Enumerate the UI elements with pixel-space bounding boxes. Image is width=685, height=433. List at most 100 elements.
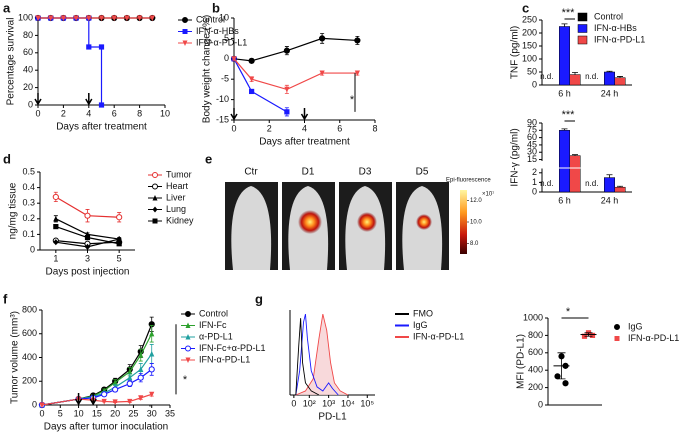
bar — [559, 26, 570, 86]
y-axis-label: Percentage survival — [6, 18, 17, 106]
bar — [604, 71, 615, 86]
arrow — [300, 108, 309, 121]
x-tick-label: 24 h — [601, 195, 619, 205]
x-axis-label: Days after tumor inoculation — [44, 422, 169, 433]
marker — [124, 15, 130, 22]
arrow — [85, 93, 93, 106]
legend-label: Control — [196, 14, 225, 24]
colorbar-tick-label: 12.0 — [470, 198, 482, 204]
histogram-curve — [295, 318, 320, 396]
series-line — [233, 58, 288, 113]
x-axis-label: Days after treatment — [259, 137, 350, 148]
legend-marker — [182, 40, 188, 46]
x-axis-label: Days after treatment — [56, 122, 147, 133]
y-tick-label: 30 — [527, 147, 537, 157]
y-tick-label: 0.1 — [22, 229, 35, 239]
colorbar-tick-label: 10.0 — [470, 220, 482, 226]
y-tick-label: 0 — [30, 244, 35, 254]
legend-label: Kidney — [166, 215, 194, 225]
x-tick-label: 15 — [92, 408, 102, 418]
marker — [98, 102, 105, 108]
value-label: n.d. — [585, 72, 598, 81]
y-tick-label: 75 — [527, 125, 537, 135]
marker — [86, 44, 92, 50]
y-tick-label: 60 — [23, 47, 33, 57]
marker — [101, 391, 108, 398]
value-label: n.d. — [540, 72, 553, 81]
marker — [283, 47, 290, 54]
x-tick-label: 6 — [337, 123, 342, 133]
marker — [149, 15, 155, 22]
y-tick-label: 0.2 — [22, 213, 35, 223]
y-tick-label: 45 — [527, 139, 537, 149]
marker — [53, 215, 59, 222]
x-axis-label: PD-L1 — [318, 412, 347, 423]
legend-marker — [614, 324, 620, 330]
marker — [116, 214, 123, 221]
y-tick-label: 0 — [32, 399, 37, 409]
legend-label: IFN-α-PD-L1 — [196, 37, 247, 47]
significance: *** — [562, 109, 576, 121]
x-tick-label: 10² — [303, 398, 316, 408]
value-label: n.d. — [585, 179, 598, 188]
x-tick-label: 10⁴ — [341, 398, 355, 408]
bar — [604, 177, 615, 193]
marker — [35, 15, 41, 22]
y-tick-label: 100 — [522, 53, 537, 63]
legend-label: IFN-α-PD-L1 — [413, 331, 464, 341]
marker — [39, 402, 45, 409]
legend-label: Lung — [166, 204, 186, 214]
x-tick-label: 5 — [117, 253, 122, 263]
arrow — [89, 393, 97, 406]
point — [562, 380, 569, 387]
marker — [284, 86, 290, 93]
panel-letter: f — [3, 291, 8, 306]
y-tick-label: 0 — [28, 99, 33, 109]
x-tick-label: 1 — [53, 253, 58, 263]
bar — [614, 186, 626, 193]
x-tick-label: 35 — [165, 408, 175, 418]
point — [554, 373, 561, 380]
legend-marker — [185, 334, 191, 340]
legend-label: Control — [594, 11, 623, 21]
legend-swatch — [577, 24, 588, 33]
x-tick-label: 0 — [231, 123, 236, 133]
significance: * — [566, 306, 571, 318]
legend-marker — [185, 311, 191, 317]
signal — [416, 214, 432, 230]
legend-label: IFN-Fc+α-PD-L1 — [199, 343, 265, 353]
image-label: D1 — [302, 167, 315, 178]
value-label: n.d. — [540, 179, 553, 188]
y-tick-label: 800 — [528, 330, 543, 340]
legend-marker — [185, 357, 191, 363]
legend-marker — [182, 29, 188, 34]
series-line — [41, 333, 153, 406]
arrow — [230, 108, 238, 121]
legend-label: IgG — [628, 321, 643, 331]
legend-marker — [182, 17, 188, 23]
significance: *** — [562, 7, 576, 19]
y-tick-label: -5 — [221, 74, 229, 84]
y-tick-label: 0.4 — [22, 182, 35, 192]
x-tick-label: 0 — [291, 398, 296, 408]
legend-label: IFN-α-HBs — [594, 23, 637, 33]
legend-label: Control — [199, 308, 228, 318]
marker — [319, 70, 325, 77]
legend-label: IFN-α-HBs — [196, 26, 239, 36]
marker — [148, 366, 155, 373]
marker — [127, 374, 133, 381]
panel-letter: c — [522, 0, 529, 15]
significance: * — [183, 374, 188, 386]
x-tick-label: 10⁵ — [360, 398, 374, 408]
x-tick-label: 6 h — [558, 88, 571, 98]
panel-letter: d — [3, 151, 11, 166]
marker — [60, 15, 66, 22]
x-tick-label: 2 — [61, 108, 66, 118]
error-bar — [572, 154, 578, 156]
marker — [137, 374, 144, 381]
y-tick-label: 0 — [224, 53, 229, 63]
y-tick-label: 10 — [219, 12, 229, 22]
legend-marker — [185, 345, 191, 352]
marker — [53, 239, 59, 246]
